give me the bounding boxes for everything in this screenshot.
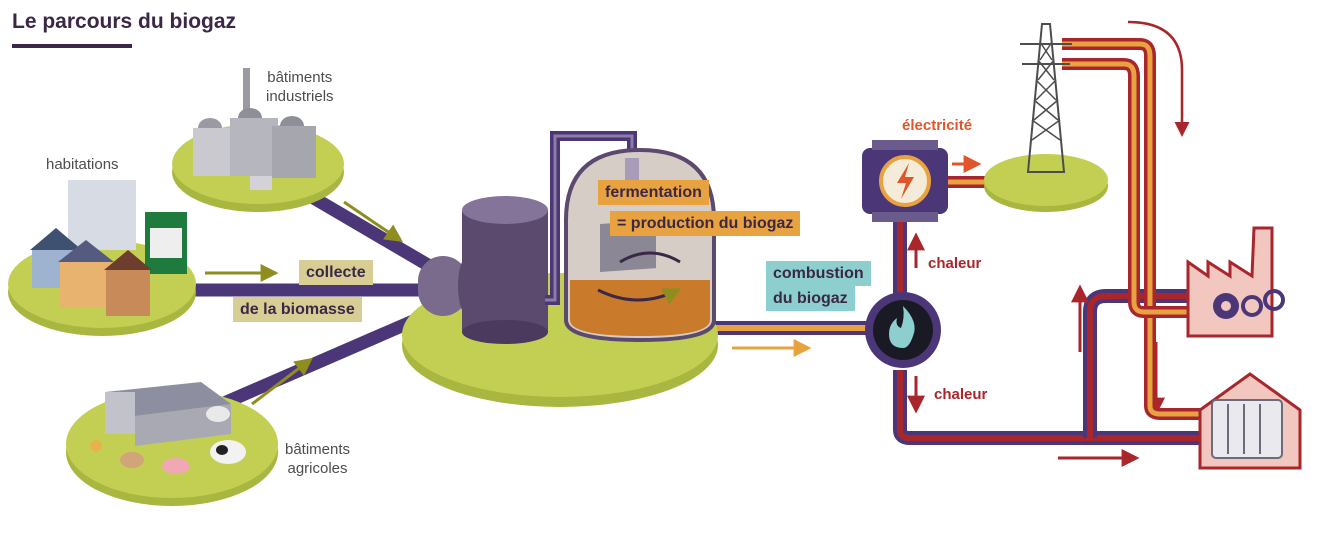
fermentation-tag-line-1: fermentation [598,180,709,205]
agricultural-buildings-island [66,382,278,506]
page-title: Le parcours du biogaz [12,10,237,33]
fermentation-tag-line-2: = production du biogaz [610,211,801,236]
industrial-buildings-island [172,68,344,212]
industrial-buildings-label: bâtiments industriels [266,68,334,106]
heat-label-down: chaleur [934,386,988,403]
generator-icon [862,140,948,222]
housing-island [8,180,196,336]
collection-arrows [205,200,403,406]
agricultural-buildings-label: bâtiments agricoles [285,440,350,478]
combustion-tag-line-1: combustion [766,261,871,286]
methanizer-island [402,131,718,407]
title-underline [12,44,132,48]
heat-pipes [893,278,1205,467]
power-lines [1062,20,1200,420]
combustion-tag-line-2: du biogaz [766,286,855,311]
agricultural-label-line-2: agricoles [287,460,348,477]
collection-tag-line-1: collecte [299,260,373,285]
heat-label-up: chaleur [928,255,982,272]
housing-label: habitations [46,156,119,173]
agricultural-label-line-1: bâtiments [285,441,351,458]
electricity-label: électricité [902,117,973,134]
biogas-pipe [700,321,875,357]
pylon-island [984,23,1108,212]
industrial-label-line-2: industriels [266,88,334,105]
collection-tag-line-2: de la biomasse [233,297,362,322]
flame-icon [865,292,941,368]
house-radiator-icon [1198,372,1302,470]
industrial-label-line-1: bâtiments [267,69,333,86]
factory-icon [1186,226,1285,338]
